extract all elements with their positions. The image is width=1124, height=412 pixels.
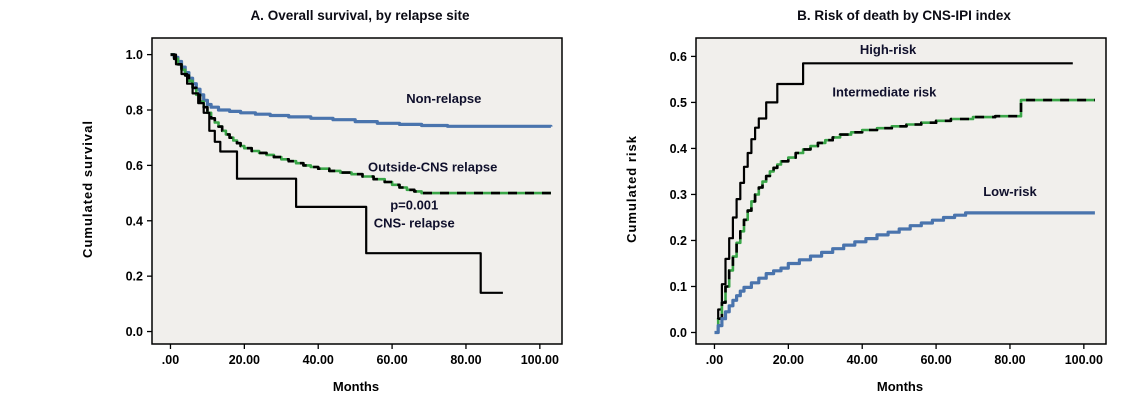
svg-text:0.0: 0.0 bbox=[126, 325, 143, 339]
svg-text:0.4: 0.4 bbox=[126, 214, 143, 228]
svg-text:0.4: 0.4 bbox=[670, 142, 687, 156]
svg-text:100.00: 100.00 bbox=[521, 353, 559, 367]
svg-text:80.00: 80.00 bbox=[994, 353, 1025, 367]
svg-text:Outside-CNS relapse: Outside-CNS relapse bbox=[368, 159, 497, 174]
svg-text:Non-relapse: Non-relapse bbox=[406, 91, 481, 106]
svg-text:0.8: 0.8 bbox=[126, 104, 143, 118]
chart-panel-b: B. Risk of death by CNS-IPI index Cumula… bbox=[624, 6, 1124, 412]
svg-text:0.1: 0.1 bbox=[670, 280, 687, 294]
svg-text:.00: .00 bbox=[162, 353, 179, 367]
svg-text:100.00: 100.00 bbox=[1065, 353, 1103, 367]
chart-b-y-axis-label: Cumulated risk bbox=[624, 135, 639, 243]
svg-text:20.00: 20.00 bbox=[773, 353, 804, 367]
svg-text:CNS- relapse: CNS- relapse bbox=[374, 216, 455, 231]
svg-text:0.2: 0.2 bbox=[126, 270, 143, 284]
chart-b-title: B. Risk of death by CNS-IPI index bbox=[797, 8, 1011, 23]
chart-a-x-axis-label: Months bbox=[332, 379, 380, 394]
svg-text:High-risk: High-risk bbox=[860, 42, 917, 57]
svg-text:40.00: 40.00 bbox=[847, 353, 878, 367]
svg-text:60.00: 60.00 bbox=[376, 353, 407, 367]
svg-text:0.3: 0.3 bbox=[670, 188, 687, 202]
svg-text:20.00: 20.00 bbox=[229, 353, 260, 367]
svg-text:Low-risk: Low-risk bbox=[983, 184, 1037, 199]
chart-a-title: A. Overall survival, by relapse site bbox=[250, 8, 470, 23]
chart-a-plot-area: 0.0 0.2 0.4 0.6 0.8 1.0 .00 20.00 40.00 60.00 80.0… bbox=[126, 37, 563, 367]
svg-text:0.6: 0.6 bbox=[126, 159, 143, 173]
svg-text:0.5: 0.5 bbox=[670, 96, 687, 110]
svg-text:80.00: 80.00 bbox=[450, 353, 481, 367]
svg-text:0.2: 0.2 bbox=[670, 234, 687, 248]
svg-text:Intermediate risk: Intermediate risk bbox=[832, 84, 937, 99]
svg-text:0.0: 0.0 bbox=[670, 326, 687, 340]
chart-a-y-axis-label: Cumulated survival bbox=[80, 120, 95, 258]
svg-text:40.00: 40.00 bbox=[303, 353, 334, 367]
svg-text:60.00: 60.00 bbox=[920, 353, 951, 367]
chart-b-plot-area: 0.0 0.1 0.2 0.3 0.4 0.5 0.6 .00 20.00 40.00 60.00 8… bbox=[670, 37, 1107, 367]
svg-text:0.6: 0.6 bbox=[670, 50, 687, 64]
svg-text:p=0.001: p=0.001 bbox=[390, 198, 438, 213]
svg-text:1.0: 1.0 bbox=[126, 48, 143, 62]
chart-b-x-axis-label: Months bbox=[876, 379, 924, 394]
chart-b-body: Cumulated risk 0.0 0.1 0.2 0.3 0.4 0.5 0.6 .00 2… bbox=[624, 26, 1124, 378]
svg-text:.00: .00 bbox=[706, 353, 723, 367]
chart-panel-a: A. Overall survival, by relapse site Cum… bbox=[80, 6, 580, 412]
chart-a-body: Cumulated survival 0.0 0.2 0.4 0.6 0.8 1.0 .00… bbox=[80, 26, 580, 378]
